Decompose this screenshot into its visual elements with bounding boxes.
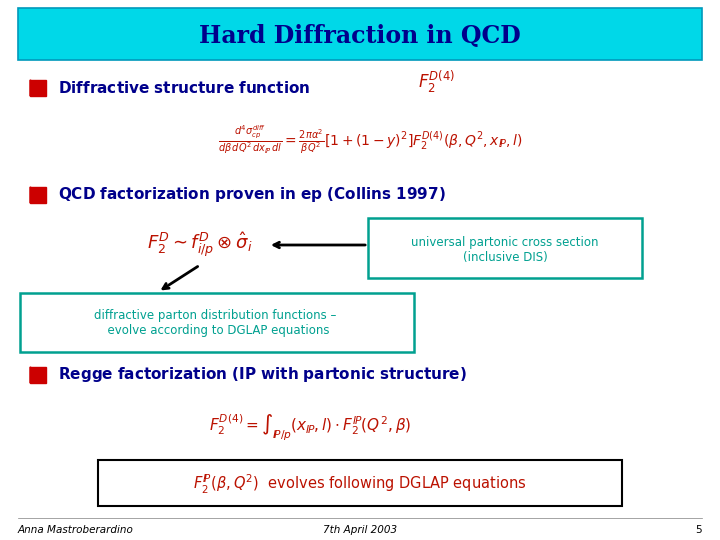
Text: $F_2^{D(4)}$: $F_2^{D(4)}$ [418,69,455,96]
Text: $\frac{d^4\sigma_{cp}^{diff}}{d\beta\,dQ^2\,dx_{I\!P}\,dl}= \frac{2\pi\alpha^2}{: $\frac{d^4\sigma_{cp}^{diff}}{d\beta\,dQ… [217,124,523,156]
Polygon shape [30,367,46,383]
FancyBboxPatch shape [98,460,622,506]
Bar [30,80,46,96]
Polygon shape [30,187,46,203]
FancyBboxPatch shape [368,218,642,278]
Bar [30,187,46,203]
Text: $\bf{Diffractive\ structure\ function}$: $\bf{Diffractive\ structure\ function}$ [58,80,310,96]
Text: $F_2^D \sim f_{i/p}^D \otimes \hat{\sigma}_i$: $F_2^D \sim f_{i/p}^D \otimes \hat{\sigm… [147,231,253,260]
Bar [18,8,702,60]
Text: $\bf{Regge\ factorization\ (IP\ with\ partonic\ structure)}$: $\bf{Regge\ factorization\ (IP\ with\ pa… [58,366,467,384]
Text: diffractive parton distribution functions –
  evolve according to DGLAP equation: diffractive parton distribution function… [94,309,336,337]
Polygon shape [30,80,46,96]
Text: $\bf{QCD\ factorization\ proven\ in\ ep\ (Collins\ 1997)}$: $\bf{QCD\ factorization\ proven\ in\ ep\… [58,186,446,205]
FancyBboxPatch shape [20,293,414,352]
Text: Anna Mastroberardino: Anna Mastroberardino [18,525,134,535]
Text: Hard Diffraction in QCD: Hard Diffraction in QCD [199,24,521,48]
Text: $F_2^{I\!P}(\beta, Q^2)$  evolves following DGLAP equations: $F_2^{I\!P}(\beta, Q^2)$ evolves followi… [193,472,527,496]
Text: 5: 5 [696,525,702,535]
Text: $F_2^{D(4)} = \int_{I\!P/p}(x_{I\!P}, l)\cdot F_2^{I\!P}(Q^2, \beta)$: $F_2^{D(4)} = \int_{I\!P/p}(x_{I\!P}, l)… [209,413,411,443]
Text: universal partonic cross section
(inclusive DIS): universal partonic cross section (inclus… [411,236,599,264]
Bar [30,367,46,383]
Text: 7th April 2003: 7th April 2003 [323,525,397,535]
